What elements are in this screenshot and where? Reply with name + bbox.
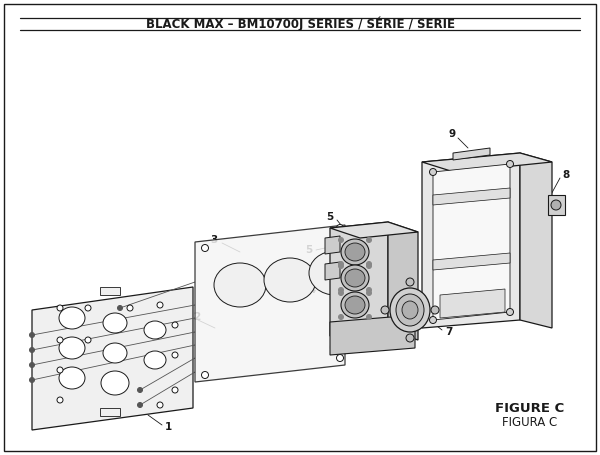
Text: 9: 9 — [448, 129, 455, 139]
Text: 3: 3 — [211, 235, 218, 245]
Text: 5: 5 — [305, 245, 312, 255]
Circle shape — [338, 262, 343, 267]
Circle shape — [338, 238, 343, 243]
Circle shape — [367, 263, 371, 268]
Ellipse shape — [341, 292, 369, 318]
Circle shape — [338, 290, 343, 295]
Polygon shape — [330, 315, 415, 355]
Polygon shape — [325, 262, 340, 280]
Text: BLACK MAX – BM10700J SERIES / SÉRIE / SERIE: BLACK MAX – BM10700J SERIES / SÉRIE / SE… — [146, 17, 455, 31]
Circle shape — [367, 314, 371, 319]
Text: FIGURE C: FIGURE C — [496, 401, 565, 415]
Text: 7: 7 — [445, 327, 452, 337]
Ellipse shape — [341, 265, 369, 291]
Circle shape — [29, 378, 35, 383]
Ellipse shape — [345, 296, 365, 314]
Circle shape — [157, 302, 163, 308]
Circle shape — [57, 367, 63, 373]
Circle shape — [551, 200, 561, 210]
Circle shape — [367, 290, 371, 295]
Polygon shape — [32, 287, 193, 430]
Circle shape — [431, 306, 439, 314]
Ellipse shape — [309, 251, 361, 295]
Circle shape — [172, 387, 178, 393]
Circle shape — [367, 238, 371, 243]
Circle shape — [202, 244, 209, 252]
Circle shape — [367, 288, 371, 293]
Polygon shape — [195, 225, 345, 382]
Circle shape — [57, 305, 63, 311]
Polygon shape — [433, 188, 510, 205]
Ellipse shape — [144, 321, 166, 339]
Ellipse shape — [59, 307, 85, 329]
Circle shape — [29, 348, 35, 353]
Polygon shape — [330, 222, 388, 336]
Circle shape — [157, 402, 163, 408]
Text: 2: 2 — [193, 312, 200, 322]
Polygon shape — [520, 153, 552, 328]
Polygon shape — [325, 236, 340, 254]
Circle shape — [85, 337, 91, 343]
Ellipse shape — [264, 258, 316, 302]
Ellipse shape — [59, 337, 85, 359]
Text: 1: 1 — [165, 422, 172, 432]
Ellipse shape — [345, 243, 365, 261]
Circle shape — [85, 305, 91, 311]
Circle shape — [506, 308, 514, 315]
Polygon shape — [388, 222, 418, 340]
Circle shape — [337, 224, 343, 232]
Text: 5: 5 — [326, 212, 333, 222]
Ellipse shape — [390, 288, 430, 332]
Polygon shape — [433, 253, 510, 270]
Ellipse shape — [396, 294, 424, 326]
Polygon shape — [422, 153, 520, 328]
Polygon shape — [548, 195, 565, 215]
Circle shape — [29, 333, 35, 338]
Circle shape — [506, 161, 514, 167]
Circle shape — [430, 317, 437, 324]
Polygon shape — [100, 408, 120, 416]
Ellipse shape — [59, 367, 85, 389]
Text: 8: 8 — [562, 170, 569, 180]
Circle shape — [118, 305, 122, 310]
Ellipse shape — [101, 371, 129, 395]
Text: 4: 4 — [308, 285, 316, 295]
Circle shape — [338, 288, 343, 293]
Circle shape — [406, 334, 414, 342]
Ellipse shape — [103, 313, 127, 333]
Circle shape — [367, 262, 371, 267]
Ellipse shape — [144, 351, 166, 369]
Circle shape — [202, 371, 209, 379]
Circle shape — [57, 337, 63, 343]
Circle shape — [430, 168, 437, 176]
Circle shape — [137, 403, 143, 408]
Circle shape — [172, 322, 178, 328]
Circle shape — [406, 278, 414, 286]
Circle shape — [137, 388, 143, 393]
Polygon shape — [440, 289, 505, 318]
Text: FIGURA C: FIGURA C — [502, 415, 557, 429]
Circle shape — [127, 305, 133, 311]
Circle shape — [338, 314, 343, 319]
Ellipse shape — [345, 269, 365, 287]
Ellipse shape — [214, 263, 266, 307]
Circle shape — [337, 354, 343, 362]
Circle shape — [338, 263, 343, 268]
Ellipse shape — [341, 239, 369, 265]
Polygon shape — [100, 287, 120, 295]
Circle shape — [29, 363, 35, 368]
Text: 6: 6 — [329, 343, 336, 353]
Polygon shape — [453, 148, 490, 160]
Polygon shape — [330, 222, 418, 238]
Circle shape — [381, 306, 389, 314]
Circle shape — [172, 352, 178, 358]
Polygon shape — [433, 164, 510, 320]
Polygon shape — [422, 153, 552, 172]
Ellipse shape — [402, 301, 418, 319]
Ellipse shape — [103, 343, 127, 363]
Circle shape — [57, 397, 63, 403]
